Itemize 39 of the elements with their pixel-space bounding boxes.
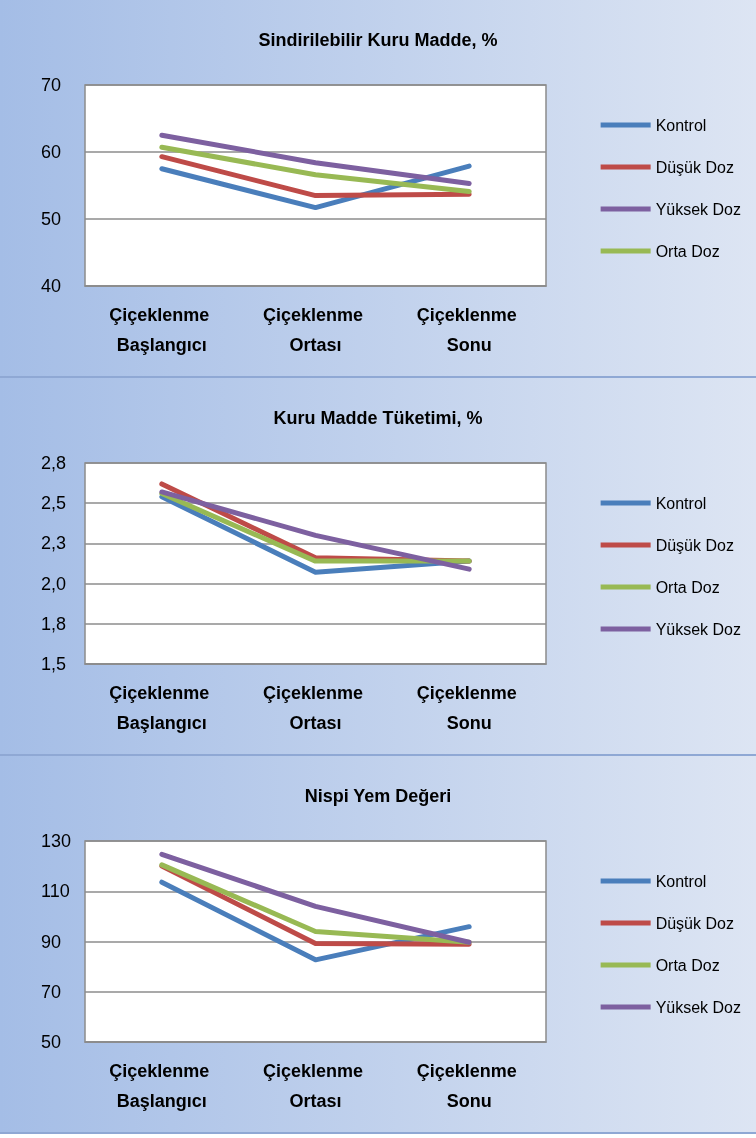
y-tick-label: 40 <box>41 276 62 296</box>
legend-label: Yüksek Doz <box>655 998 742 1016</box>
y-tick-label: 130 <box>41 831 72 851</box>
y-tick-label: 70 <box>41 75 62 95</box>
chart-title: Sindirilebilir Kuru Madde, % <box>258 30 498 50</box>
y-tick-label: 2,5 <box>41 493 67 514</box>
y-tick-label: 70 <box>41 981 62 1002</box>
legend-label: Düşük Doz <box>655 158 734 176</box>
x-tick-label: Çiçeklenme Başlangıcı <box>109 683 215 733</box>
y-tick-label: 1,5 <box>41 654 67 674</box>
x-tick-label: Çiçeklenme Başlangıcı <box>109 305 215 355</box>
x-tick-label: Çiçeklenme Ortası <box>262 305 369 355</box>
y-tick-label: 1,8 <box>41 613 67 634</box>
y-tick-label: 60 <box>41 142 62 162</box>
y-tick-label: 110 <box>41 881 70 902</box>
y-tick-label: 2,0 <box>41 573 67 594</box>
y-tick-label: 50 <box>41 209 62 229</box>
legend-label: Orta Doz <box>655 956 720 974</box>
y-tick-label: 50 <box>41 1032 62 1052</box>
y-tick-label: 2,3 <box>41 533 67 554</box>
x-tick-label: Çiçeklenme Sonu <box>416 683 522 733</box>
chart-title: Nispi Yem Değeri <box>304 786 452 806</box>
legend-label: Düşük Doz <box>655 536 734 554</box>
x-tick-label: Çiçeklenme Ortası <box>262 1061 369 1111</box>
legend-label: Kontrol <box>655 116 707 134</box>
x-tick-label: Çiçeklenme Sonu <box>416 305 522 355</box>
legend-label: Kontrol <box>655 494 707 512</box>
chart-title: Kuru Madde Tüketimi, % <box>273 408 483 428</box>
legend-label: Orta Doz <box>655 578 720 596</box>
legend-label: Kontrol <box>655 872 707 890</box>
legend-label: Yüksek Doz <box>655 620 742 638</box>
legend-label: Yüksek Doz <box>655 200 742 218</box>
legend-label: Orta Doz <box>655 242 720 260</box>
y-tick-label: 90 <box>41 931 62 952</box>
x-tick-label: Çiçeklenme Başlangıcı <box>109 1061 215 1111</box>
x-tick-label: Çiçeklenme Ortası <box>262 683 369 733</box>
x-tick-label: Çiçeklenme Sonu <box>416 1061 522 1111</box>
legend-label: Düşük Doz <box>655 914 734 932</box>
y-tick-label: 2,8 <box>41 453 67 473</box>
